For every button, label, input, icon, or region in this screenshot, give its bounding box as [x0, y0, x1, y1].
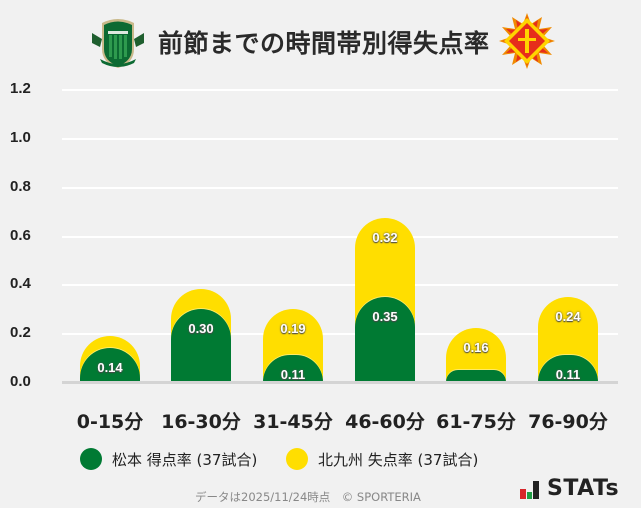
chart-header: 前節までの時間帯別得失点率 [0, 0, 641, 80]
x-tick-label: 31-45分 [253, 411, 333, 433]
legend-item-matsumoto: 松本 得点率 (37試合) [80, 448, 257, 470]
chart-legend: 松本 得点率 (37試合) 北九州 失点率 (37試合) [0, 448, 641, 478]
kitakyushu-emblem-icon [498, 12, 556, 70]
y-tick-label: 0.6 [10, 227, 31, 244]
gridline [62, 138, 618, 140]
x-tick-label: 16-30分 [161, 411, 241, 433]
x-tick-label: 0-15分 [76, 411, 144, 433]
bar-value-label: 0.11 [555, 367, 581, 383]
gridline [62, 187, 618, 189]
y-tick-label: 0.2 [10, 324, 31, 341]
legend-label: 松本 得点率 (37試合) [112, 450, 258, 469]
chart-plot-area: 1.2 1.0 0.8 0.6 0.4 0.2 0.0 0.14 0.30 0.19… [10, 80, 618, 390]
bar-matsumoto-scored [446, 369, 506, 382]
y-tick-label: 1.2 [10, 80, 31, 97]
legend-yellow-dot-icon [286, 448, 308, 470]
bar-value-label: 0.14 [97, 359, 123, 375]
y-tick-label: 0.4 [10, 275, 31, 292]
chart-title: 前節までの時間帯別得失点率 [158, 29, 490, 58]
stats-brand-text: STATs [547, 476, 620, 501]
legend-item-kitakyushu: 北九州 失点率 (37試合) [286, 448, 478, 470]
gridline [62, 236, 618, 238]
bar-value-label: 0.24 [555, 308, 581, 324]
bar-value-label: 0.11 [280, 367, 306, 383]
gridline [62, 333, 618, 335]
bar-value-label: 0.16 [463, 340, 489, 356]
x-tick-label: 61-75分 [436, 411, 516, 433]
y-tick-label: 1.0 [10, 129, 31, 146]
bar-matsumoto-scored [355, 296, 415, 382]
bar-value-label: 0.30 [188, 320, 214, 336]
stats-bars-icon [520, 481, 539, 499]
y-tick-label: 0.8 [10, 178, 31, 195]
stats-brand-logo: STATs [520, 476, 620, 501]
legend-green-dot-icon [80, 448, 102, 470]
x-tick-label: 76-90分 [528, 411, 608, 433]
bar-value-label: 0.32 [372, 230, 398, 246]
x-tick-label: 46-60分 [345, 411, 425, 433]
y-tick-label: 0.0 [10, 373, 31, 390]
gridline [62, 284, 618, 286]
legend-label: 北九州 失点率 (37試合) [318, 450, 479, 469]
gridline [62, 89, 618, 91]
matsumoto-crest-icon [88, 13, 148, 71]
data-source-note: データは2025/11/24時点 © SPORTERIA [195, 490, 421, 504]
x-axis-baseline [62, 381, 618, 384]
bar-value-label: 0.35 [372, 308, 398, 324]
bar-matsumoto-scored [171, 308, 231, 382]
bar-value-label: 0.19 [280, 320, 306, 336]
